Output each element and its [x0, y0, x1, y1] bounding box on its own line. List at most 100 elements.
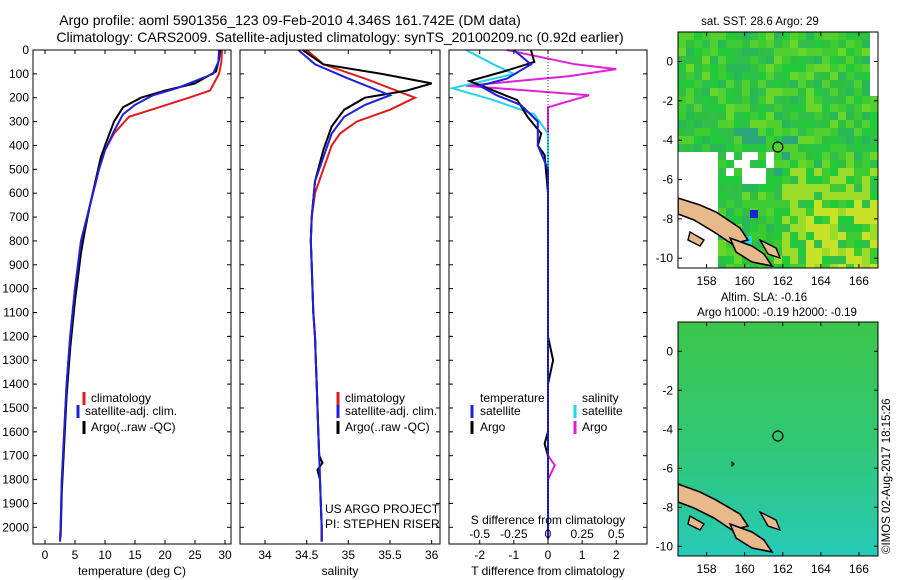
heatmap-cell — [782, 104, 790, 112]
x-tick-label: 36 — [425, 548, 439, 562]
heatmap-cell — [702, 152, 710, 160]
heatmap-cell — [846, 264, 854, 268]
header-title-2: Climatology: CARS2009. Satellite-adjuste… — [56, 29, 623, 45]
heatmap-cell — [854, 64, 862, 72]
heatmap-cell — [870, 152, 878, 160]
heatmap-cell — [726, 240, 734, 248]
heatmap-cell — [766, 224, 774, 232]
heatmap-cell — [718, 96, 726, 104]
sst-map-frame — [677, 31, 879, 269]
heatmap-cell — [758, 224, 766, 232]
heatmap-cell — [790, 168, 798, 176]
salinity-xlabel: salinity — [322, 564, 359, 578]
heatmap-cell — [678, 216, 686, 224]
heatmap-cell — [846, 48, 854, 56]
heatmap-cell — [798, 232, 806, 240]
heatmap-cell — [830, 40, 838, 48]
heatmap-cell — [806, 48, 814, 56]
heatmap-cell — [678, 248, 686, 256]
heatmap-cell — [758, 56, 766, 64]
heatmap-cell — [734, 184, 742, 192]
y-tick-label: -10 — [656, 251, 674, 265]
heatmap-cell — [710, 160, 718, 168]
heatmap-cell — [782, 256, 790, 264]
heatmap-cell — [822, 168, 830, 176]
heatmap-cell — [846, 96, 854, 104]
heatmap-cell — [782, 200, 790, 208]
heatmap-cell — [822, 264, 830, 268]
heatmap-cell — [822, 152, 830, 160]
heatmap-cell — [862, 144, 870, 152]
heatmap-cell — [862, 168, 870, 176]
heatmap-cell — [806, 64, 814, 72]
heatmap-cell — [798, 200, 806, 208]
heatmap-cell — [750, 120, 758, 128]
temperature-axes-frame — [32, 49, 232, 545]
heatmap-cell — [726, 144, 734, 152]
x-tick-label: 0 — [545, 548, 552, 562]
heatmap-cell — [750, 184, 758, 192]
heatmap-cell — [758, 136, 766, 144]
heatmap-cell — [726, 40, 734, 48]
heatmap-cell — [782, 40, 790, 48]
heatmap-cell — [734, 96, 742, 104]
heatmap-cell — [862, 40, 870, 48]
heatmap-cell — [862, 32, 870, 40]
heatmap-cell — [822, 64, 830, 72]
heatmap-cell — [742, 64, 750, 72]
heatmap-cell — [790, 48, 798, 56]
heatmap-cell — [798, 48, 806, 56]
heatmap-cell — [854, 88, 862, 96]
heatmap-cell — [726, 216, 734, 224]
heatmap-cell — [678, 48, 686, 56]
heatmap-cell — [718, 64, 726, 72]
heatmap-cell — [798, 32, 806, 40]
heatmap-cell — [870, 192, 878, 200]
heatmap-cell — [726, 104, 734, 112]
x-tick-label: 158 — [697, 274, 717, 288]
heatmap-cell — [798, 144, 806, 152]
heatmap-cell — [678, 160, 686, 168]
heatmap-cell — [862, 240, 870, 248]
heatmap-cell — [862, 256, 870, 264]
heatmap-cell — [790, 176, 798, 184]
heatmap-cell — [798, 104, 806, 112]
project-label: US ARGO PROJECT — [325, 502, 440, 516]
heatmap-cell — [718, 120, 726, 128]
heatmap-cell — [830, 48, 838, 56]
heatmap-cell — [798, 208, 806, 216]
heatmap-cell — [806, 144, 814, 152]
heatmap-cell — [710, 32, 718, 40]
heatmap-cell — [846, 248, 854, 256]
x-tick-label: 30 — [218, 548, 232, 562]
heatmap-cell — [694, 160, 702, 168]
heatmap-cell — [694, 48, 702, 56]
heatmap-cell — [710, 264, 718, 268]
heatmap-cell — [702, 176, 710, 184]
legend-satellite-label: satellite-adj. clim. — [345, 404, 437, 418]
heatmap-cell — [838, 176, 846, 184]
heatmap-cell — [838, 208, 846, 216]
heatmap-cell — [830, 144, 838, 152]
x-tick-label: 10 — [98, 548, 112, 562]
heatmap-cell — [678, 88, 686, 96]
heatmap-cell — [694, 136, 702, 144]
heatmap-cell — [870, 232, 878, 240]
heatmap-cell — [702, 64, 710, 72]
heatmap-cell — [806, 40, 814, 48]
heatmap-cell — [718, 48, 726, 56]
heatmap-cell — [814, 40, 822, 48]
heatmap-cell — [790, 64, 798, 72]
heatmap-cell — [750, 88, 758, 96]
heatmap-cell — [814, 240, 822, 248]
heatmap-cell — [678, 32, 686, 40]
heatmap-cell — [702, 256, 710, 264]
heatmap-cell — [822, 216, 830, 224]
heatmap-cell — [686, 88, 694, 96]
heatmap-cell — [766, 152, 774, 160]
heatmap-cell — [726, 136, 734, 144]
heatmap-cell — [798, 64, 806, 72]
heatmap-cell — [702, 96, 710, 104]
heatmap-cell — [750, 216, 758, 224]
heatmap-cell — [686, 64, 694, 72]
